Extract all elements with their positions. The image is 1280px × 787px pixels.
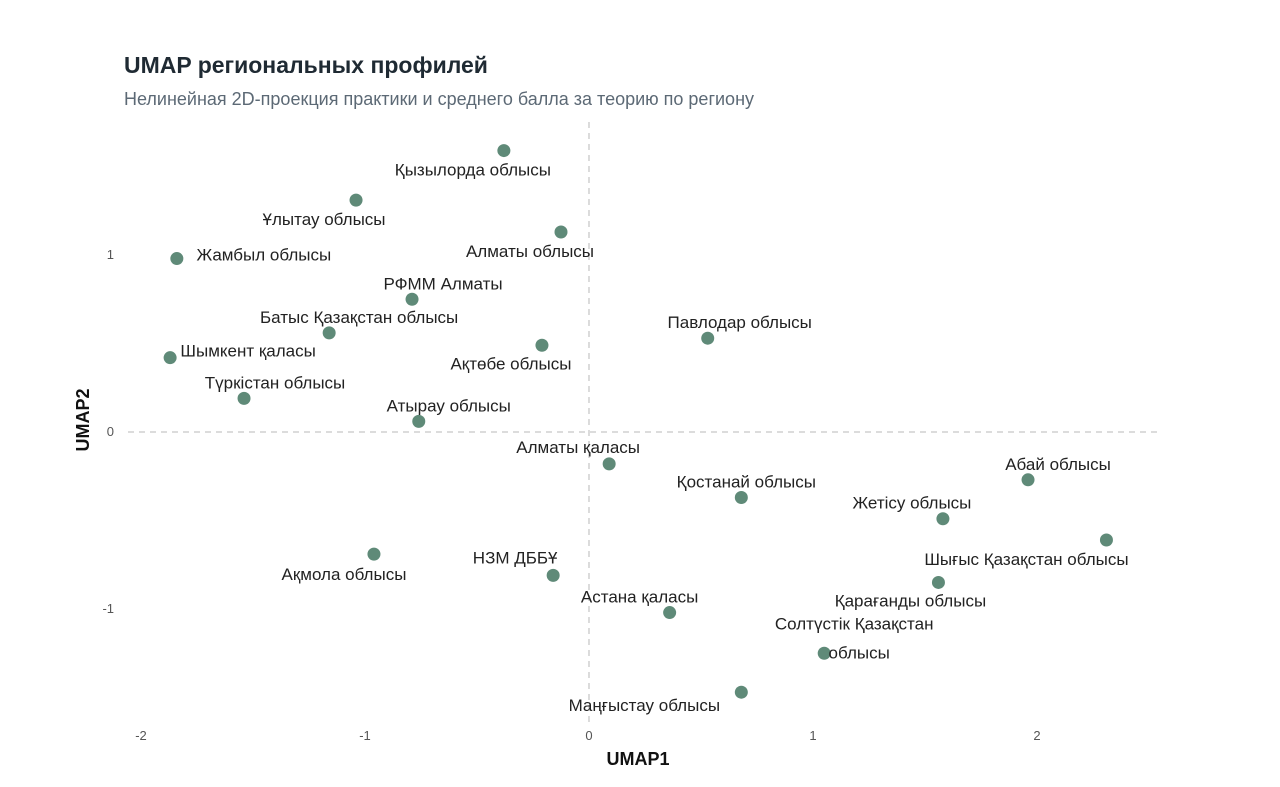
data-point[interactable] <box>349 193 363 207</box>
x-tick-label: -1 <box>359 728 371 743</box>
point-label: НЗМ ДББҰ <box>473 548 558 567</box>
point-label: Шығыс Қазақстан облысы <box>924 550 1128 569</box>
x-axis-label: UMAP1 <box>606 749 669 769</box>
data-point[interactable] <box>817 646 831 660</box>
chart-subtitle: Нелинейная 2D-проекция практики и средне… <box>124 89 755 109</box>
point-label: Атырау облысы <box>387 396 511 415</box>
point-label: Алматы қаласы <box>516 438 640 457</box>
data-point[interactable] <box>497 144 511 158</box>
data-point[interactable] <box>322 326 336 340</box>
data-point[interactable] <box>1021 473 1035 487</box>
point-label: Ақтөбе облысы <box>450 354 571 373</box>
point-label: Қызылорда облысы <box>395 161 551 180</box>
data-point[interactable] <box>546 568 560 582</box>
data-point[interactable] <box>163 351 177 365</box>
data-point[interactable] <box>931 575 945 589</box>
point-label: Қарағанды облысы <box>835 591 986 610</box>
point-label: Ақмола облысы <box>281 565 406 584</box>
data-point[interactable] <box>367 547 381 561</box>
y-tick-label: 1 <box>107 247 114 262</box>
point-label: Батыс Қазақстан облысы <box>260 308 458 327</box>
data-point[interactable] <box>734 685 748 699</box>
point-label: Қостанай облысы <box>677 472 816 491</box>
point-label: Жетісу облысы <box>852 494 971 513</box>
x-tick-label: 0 <box>585 728 592 743</box>
x-tick-label: 1 <box>809 728 816 743</box>
point-label: Солтүстік Қазақстан облысы <box>775 614 934 662</box>
data-point[interactable] <box>701 331 715 345</box>
data-point[interactable] <box>554 225 568 239</box>
point-label: РФММ Алматы <box>383 274 502 293</box>
data-point[interactable] <box>405 292 419 306</box>
data-point[interactable] <box>663 606 677 620</box>
point-label: Алматы облысы <box>466 242 594 261</box>
point-label: Астана қаласы <box>581 588 698 607</box>
point-label: Шымкент қаласы <box>180 342 315 361</box>
data-point[interactable] <box>170 252 184 266</box>
data-point[interactable] <box>237 391 251 405</box>
x-tick-label: 2 <box>1033 728 1040 743</box>
data-point[interactable] <box>734 490 748 504</box>
data-point[interactable] <box>412 414 426 428</box>
data-point[interactable] <box>936 512 950 526</box>
data-point[interactable] <box>1099 533 1113 547</box>
data-point[interactable] <box>535 338 549 352</box>
point-label: Абай облысы <box>1005 455 1111 474</box>
point-label: Жамбыл облысы <box>196 246 331 265</box>
y-tick-label: 0 <box>107 424 114 439</box>
point-label: Маңғыстау облысы <box>569 696 720 715</box>
point-label: Павлодар облысы <box>668 313 812 332</box>
y-axis-label: UMAP2 <box>73 388 93 451</box>
x-tick-label: -2 <box>135 728 147 743</box>
chart-title: UMAP региональных профилей <box>124 52 488 78</box>
data-point[interactable] <box>602 457 616 471</box>
y-tick-label: -1 <box>102 601 114 616</box>
point-label: Ұлытау облысы <box>263 210 386 229</box>
point-label: Түркістан облысы <box>205 373 346 392</box>
